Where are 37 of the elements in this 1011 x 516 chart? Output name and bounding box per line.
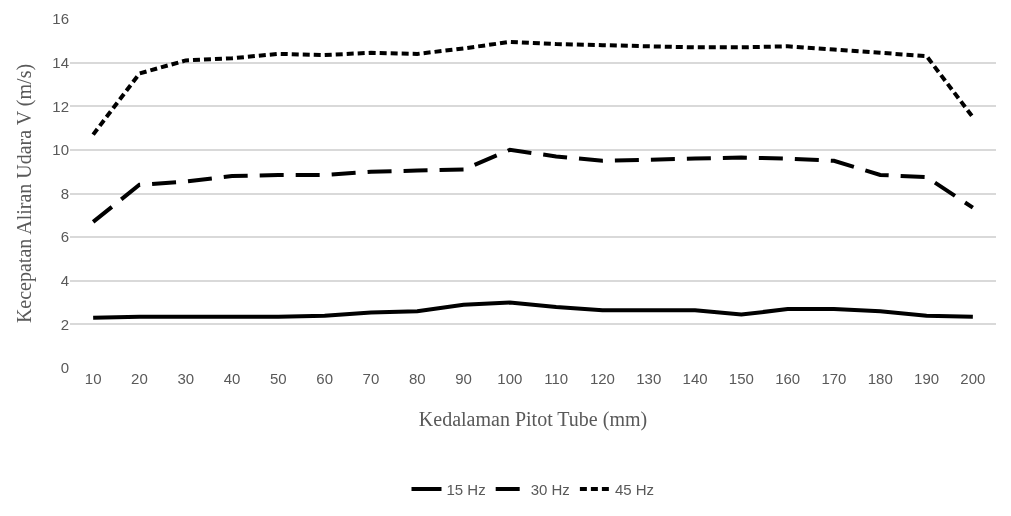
y-tick-label: 6 bbox=[60, 228, 69, 246]
x-tick-label: 200 bbox=[960, 370, 986, 387]
line-series bbox=[91, 147, 975, 224]
legend-label: 30 Hz bbox=[530, 480, 570, 498]
x-tick-label: 80 bbox=[408, 370, 426, 387]
line-series bbox=[91, 300, 975, 320]
y-tick-label: 8 bbox=[60, 184, 69, 202]
x-tick-label: 170 bbox=[821, 370, 847, 387]
x-tick-label: 60 bbox=[316, 370, 333, 387]
x-tick-label: 150 bbox=[728, 370, 754, 387]
x-tick-label: 120 bbox=[589, 370, 615, 387]
legend-label: 15 Hz bbox=[446, 480, 486, 498]
x-tick-label: 140 bbox=[682, 370, 708, 387]
y-tick-label: 4 bbox=[60, 272, 69, 289]
legend-label: 45 Hz bbox=[614, 480, 655, 498]
x-tick-label: 110 bbox=[544, 370, 569, 387]
x-tick-label: 90 bbox=[455, 370, 472, 387]
y-tick-label: 16 bbox=[52, 10, 69, 28]
x-tick-label: 20 bbox=[131, 370, 148, 387]
x-tick-label: 130 bbox=[636, 370, 662, 387]
y-tick-label: 0 bbox=[60, 359, 69, 377]
x-axis-title: Kedalaman Pitot Tube (mm) bbox=[418, 407, 648, 431]
y-axis-title: Kecepatan Aliran Udara V (m/s) bbox=[12, 63, 36, 324]
y-tick-label: 10 bbox=[52, 141, 69, 159]
x-tick-label: 190 bbox=[914, 370, 940, 387]
line-series bbox=[91, 39, 975, 137]
x-tick-label: 180 bbox=[867, 370, 893, 387]
x-tick-label: 50 bbox=[270, 370, 287, 387]
x-tick-label: 100 bbox=[497, 370, 523, 387]
x-tick-label: 160 bbox=[775, 370, 801, 387]
x-tick-label: 30 bbox=[177, 370, 195, 387]
x-tick-label: 70 bbox=[362, 370, 380, 387]
y-tick-label: 12 bbox=[52, 97, 69, 115]
x-tick-label: 10 bbox=[84, 370, 102, 387]
y-tick-label: 14 bbox=[52, 53, 69, 71]
y-tick-label: 2 bbox=[60, 315, 69, 333]
x-tick-label: 40 bbox=[223, 370, 241, 387]
